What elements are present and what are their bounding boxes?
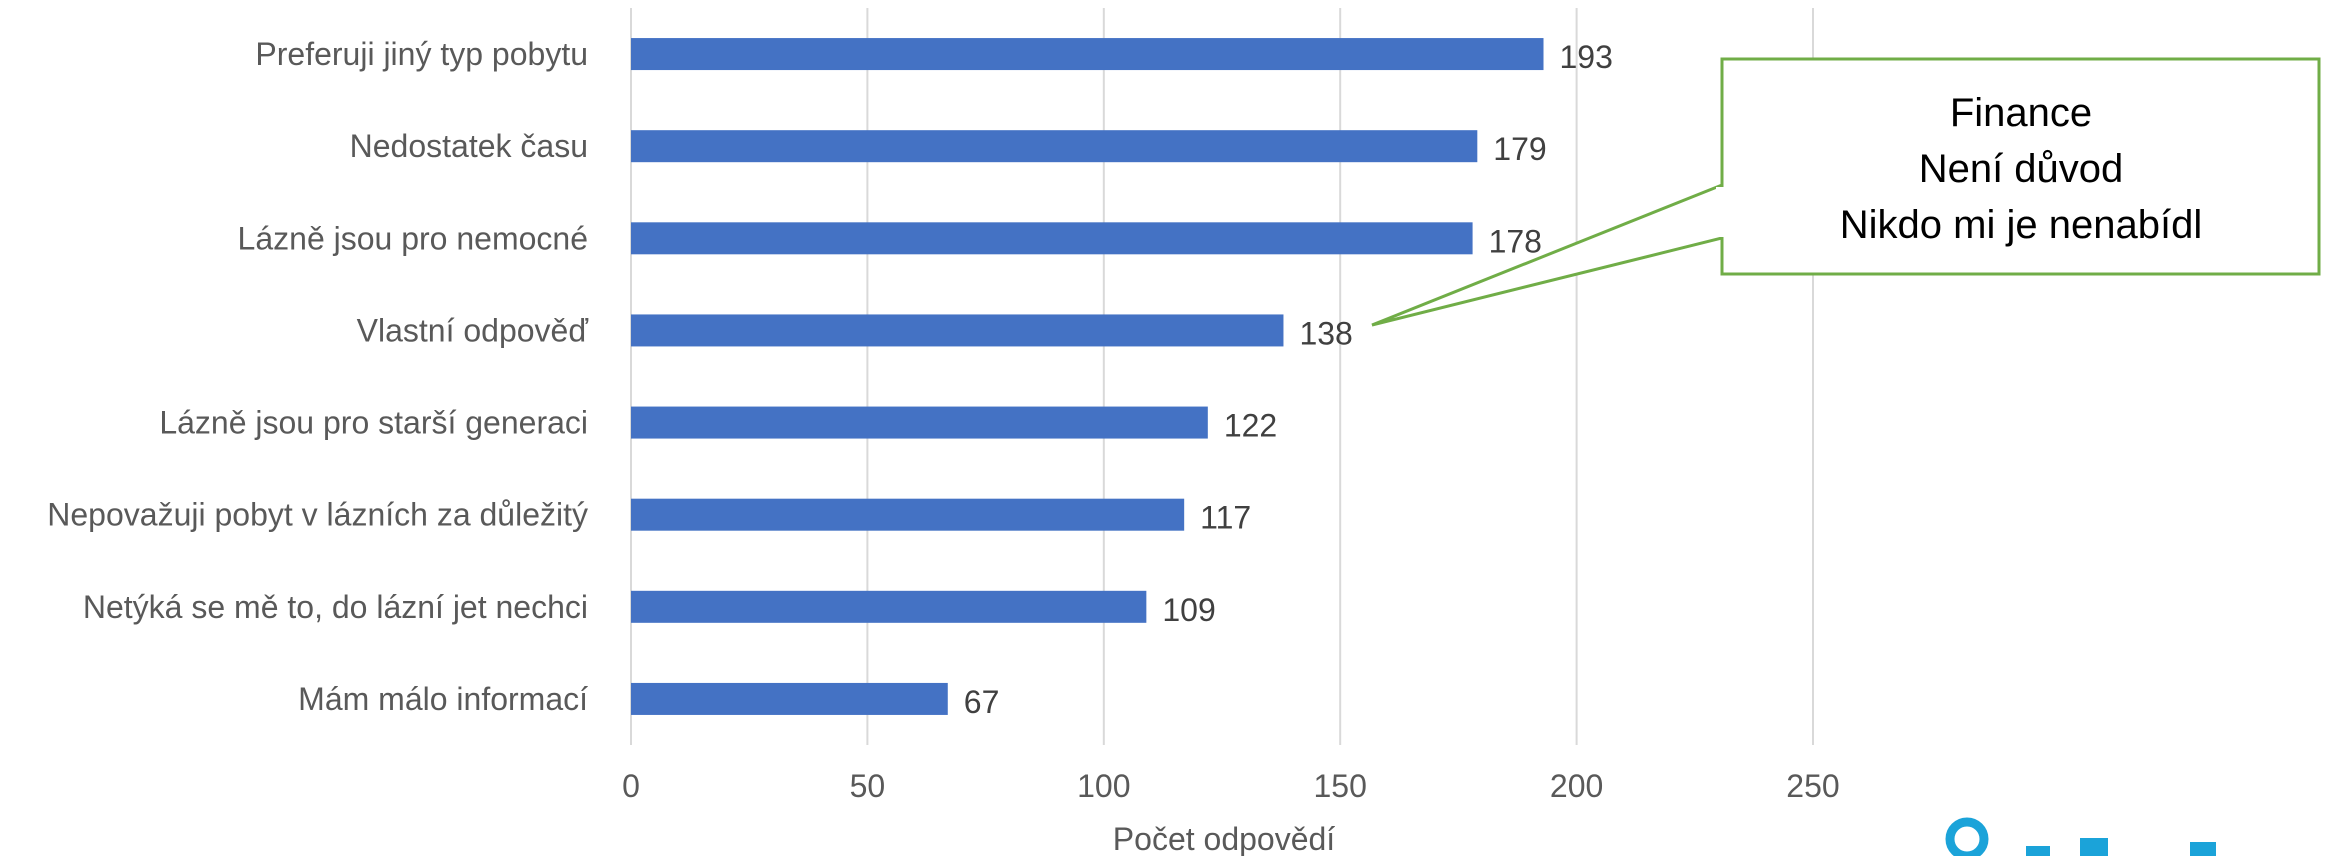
x-tick-label: 50: [850, 768, 886, 804]
category-label: Nepovažuji pobyt v lázních za důležitý: [47, 497, 588, 533]
category-label: Lázně jsou pro starší generaci: [159, 405, 588, 441]
bars: [631, 38, 1544, 715]
callout-line-2: Není důvod: [1919, 147, 2124, 191]
x-tick-label: 250: [1786, 768, 1839, 804]
value-label: 122: [1224, 408, 1277, 444]
callout: Finance Není důvod Nikdo mi je nenabídl: [1371, 57, 2321, 327]
bar: [631, 314, 1284, 347]
value-label: 109: [1162, 592, 1215, 628]
bar: [631, 682, 948, 715]
callout-line-1: Finance: [1950, 91, 2092, 135]
bar: [631, 222, 1473, 255]
category-labels: Preferuji jiný typ pobytu Nedostatek času…: [47, 36, 588, 717]
x-axis-title: Počet odpovědí: [1113, 821, 1336, 856]
bar: [631, 498, 1185, 531]
callout-line-3: Nikdo mi je nenabídl: [1840, 203, 2202, 247]
category-label: Netýká se mě to, do lázní jet nechci: [83, 589, 588, 625]
bar: [631, 590, 1147, 623]
bar: [631, 38, 1544, 71]
value-label: 138: [1299, 315, 1352, 351]
category-label: Preferuji jiný typ pobytu: [255, 36, 588, 72]
category-label: Lázně jsou pro nemocné: [238, 220, 588, 256]
category-label: Nedostatek času: [350, 128, 588, 164]
value-label: 178: [1489, 223, 1542, 259]
category-label: Vlastní odpověď: [357, 312, 589, 348]
x-tick-label: 0: [622, 768, 640, 804]
value-label: 67: [964, 684, 1000, 720]
value-label: 193: [1560, 39, 1613, 75]
value-label: 179: [1493, 131, 1546, 167]
category-label: Mám málo informací: [298, 681, 588, 717]
value-label: 117: [1200, 500, 1251, 536]
partial-logo: [1945, 817, 2216, 856]
value-labels: 193 179 178 138 122 117 109 67: [964, 39, 1613, 720]
x-tick-label: 100: [1077, 768, 1130, 804]
bar: [631, 130, 1478, 163]
gridlines: [630, 8, 1814, 745]
x-tick-label: 200: [1550, 768, 1603, 804]
x-tick-label: 150: [1314, 768, 1367, 804]
callout-box: [1720, 57, 2321, 276]
callout-pointer: [1371, 182, 1724, 327]
x-tick-labels: 0 50 100 150 200 250: [622, 768, 1840, 804]
bar: [631, 406, 1208, 439]
